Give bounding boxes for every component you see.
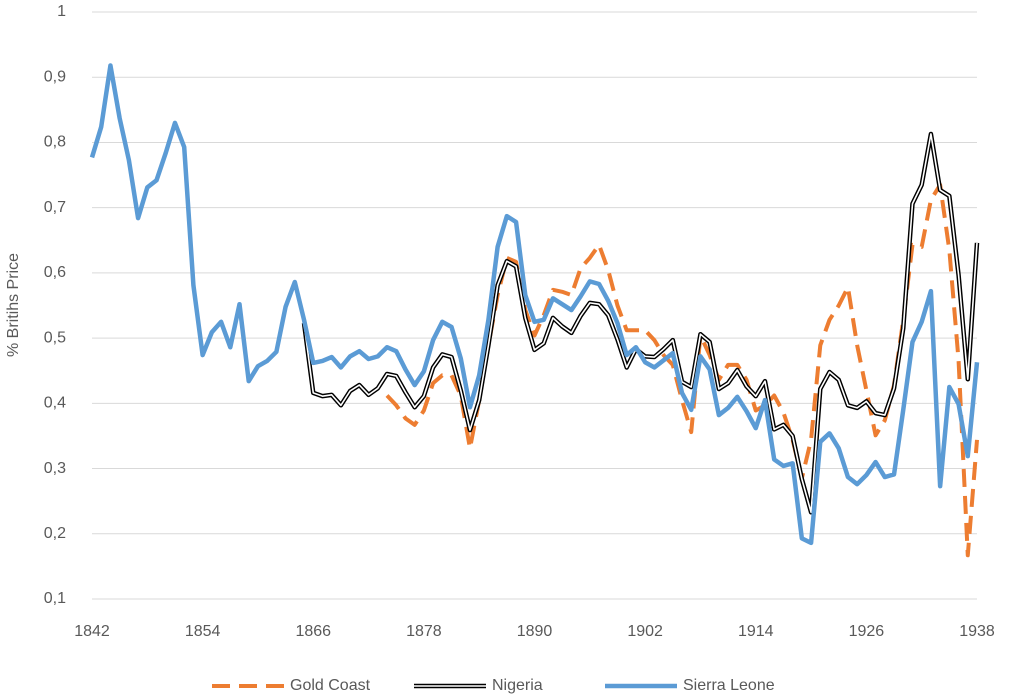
y-tick-label: 0,4 [44,395,66,412]
series-line [385,182,979,558]
y-tick-label: 0,8 [44,134,66,151]
y-tick-label: 0,2 [44,525,66,542]
legend-label: Nigeria [492,677,543,694]
y-tick-label: 0,6 [44,264,66,281]
x-tick-label: 1878 [406,623,442,640]
series-line [301,131,980,515]
y-tick-label: 0,9 [44,68,66,85]
y-axis-title: % Britihs Price [5,253,22,357]
x-tick-label: 1866 [295,623,331,640]
y-tick-label: 0,3 [44,460,66,477]
x-tick-label: 1902 [627,623,663,640]
y-tick-label: 0,1 [44,590,66,607]
x-tick-label: 1938 [959,623,995,640]
series-line [89,63,980,546]
x-tick-label: 1890 [517,623,553,640]
x-tick-label: 1854 [185,623,221,640]
x-tick-label: 1926 [849,623,885,640]
x-tick-label: 1842 [74,623,110,640]
legend-label: Sierra Leone [683,677,775,694]
y-tick-label: 0,5 [44,329,66,346]
y-tick-label: 1 [57,3,66,20]
legend-label: Gold Coast [290,677,371,694]
series-line-inner [303,133,978,514]
x-tick-label: 1914 [738,623,774,640]
y-tick-label: 0,7 [44,199,66,216]
